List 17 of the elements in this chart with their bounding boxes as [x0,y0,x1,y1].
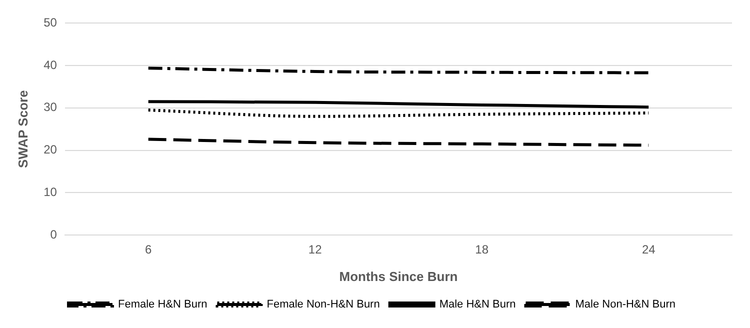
y-tick-label: 20 [44,142,58,157]
legend-label: Male Non-H&N Burn [575,298,676,311]
line-series [146,108,650,118]
x-tick-label: 18 [475,242,489,257]
y-tick-label: 40 [44,58,58,72]
x-tick-label: 12 [308,242,322,257]
y-tick-label: 0 [50,227,58,242]
x-axis-title: Months Since Burn [339,268,458,284]
legend-label: Female Non-H&N Burn [266,298,380,311]
y-tick-label: 30 [44,100,58,114]
legend-label: Male H&N Burn [439,298,516,311]
x-tick-label: 6 [144,242,152,257]
y-axis-title: SWAP Score [15,90,30,168]
legend-label: Female H&N Burn [118,298,208,311]
y-tick-label: 10 [44,184,58,199]
x-tick-label: 24 [642,242,656,257]
y-tick-label: 50 [44,16,58,30]
